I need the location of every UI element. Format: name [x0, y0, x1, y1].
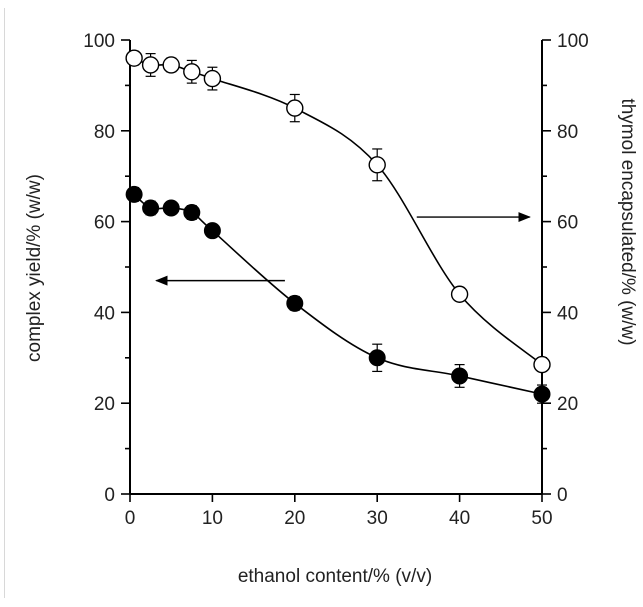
thymol-encapsulated-point [203, 69, 222, 88]
right-y-tick-label: 20 [557, 394, 578, 415]
image-left-border [4, 8, 5, 598]
left-y-tick-label: 60 [94, 213, 115, 234]
x-tick-label: 10 [202, 508, 223, 529]
right-y-tick-label: 40 [557, 303, 578, 324]
right-y-tick-label: 60 [557, 213, 578, 234]
thymol-encapsulated-point [162, 56, 180, 74]
right-y-tick-label: 80 [557, 122, 578, 143]
complex-yield-point [533, 385, 551, 403]
x-tick-label: 50 [531, 508, 552, 529]
complex-yield-point [183, 204, 201, 222]
data-points [125, 49, 551, 403]
complex-yield-point [203, 222, 221, 240]
complex-yield-point [368, 349, 386, 367]
x-tick-label: 0 [125, 508, 136, 529]
fit-lines [133, 57, 543, 395]
left-y-tick-label: 20 [94, 394, 115, 415]
thymol-encapsulated-point [368, 156, 386, 174]
left-y-tick-label: 40 [94, 303, 115, 324]
left-y-tick-label: 100 [83, 31, 115, 52]
fit-line-right [133, 57, 543, 366]
annotations [155, 212, 531, 286]
thymol-encapsulated-point [141, 56, 160, 74]
right-y-tick-label: 100 [557, 31, 589, 52]
complex-yield-point [162, 199, 180, 217]
left-y-tick-label: 0 [104, 485, 115, 506]
thymol-encapsulated-point [533, 355, 551, 374]
left-y-axis-title: complex yield/% (w/w) [24, 174, 45, 362]
x-tick-label: 40 [449, 508, 470, 529]
left-y-tick-label: 80 [94, 122, 115, 143]
x-tick-label: 30 [367, 508, 388, 529]
x-axis-title: ethanol content/% (v/v) [238, 566, 432, 587]
thymol-encapsulated-point [450, 285, 469, 303]
fit-line-left [133, 193, 543, 395]
x-tick-label: 20 [284, 508, 305, 529]
thymol-encapsulated-point [183, 63, 201, 81]
complex-yield-point [451, 367, 469, 385]
right-y-axis-title: thymol encapsulated/% (w/w) [617, 98, 638, 345]
thymol-encapsulated-point [286, 99, 304, 117]
thymol-encapsulated-point [125, 49, 143, 67]
error-bars [129, 50, 547, 404]
complex-yield-point [142, 199, 160, 217]
right-y-tick-label: 0 [557, 485, 568, 506]
complex-yield-point [125, 185, 143, 203]
complex-yield-point [286, 294, 304, 312]
labels: ethanol content/% (v/v) complex yield/% … [24, 98, 638, 587]
